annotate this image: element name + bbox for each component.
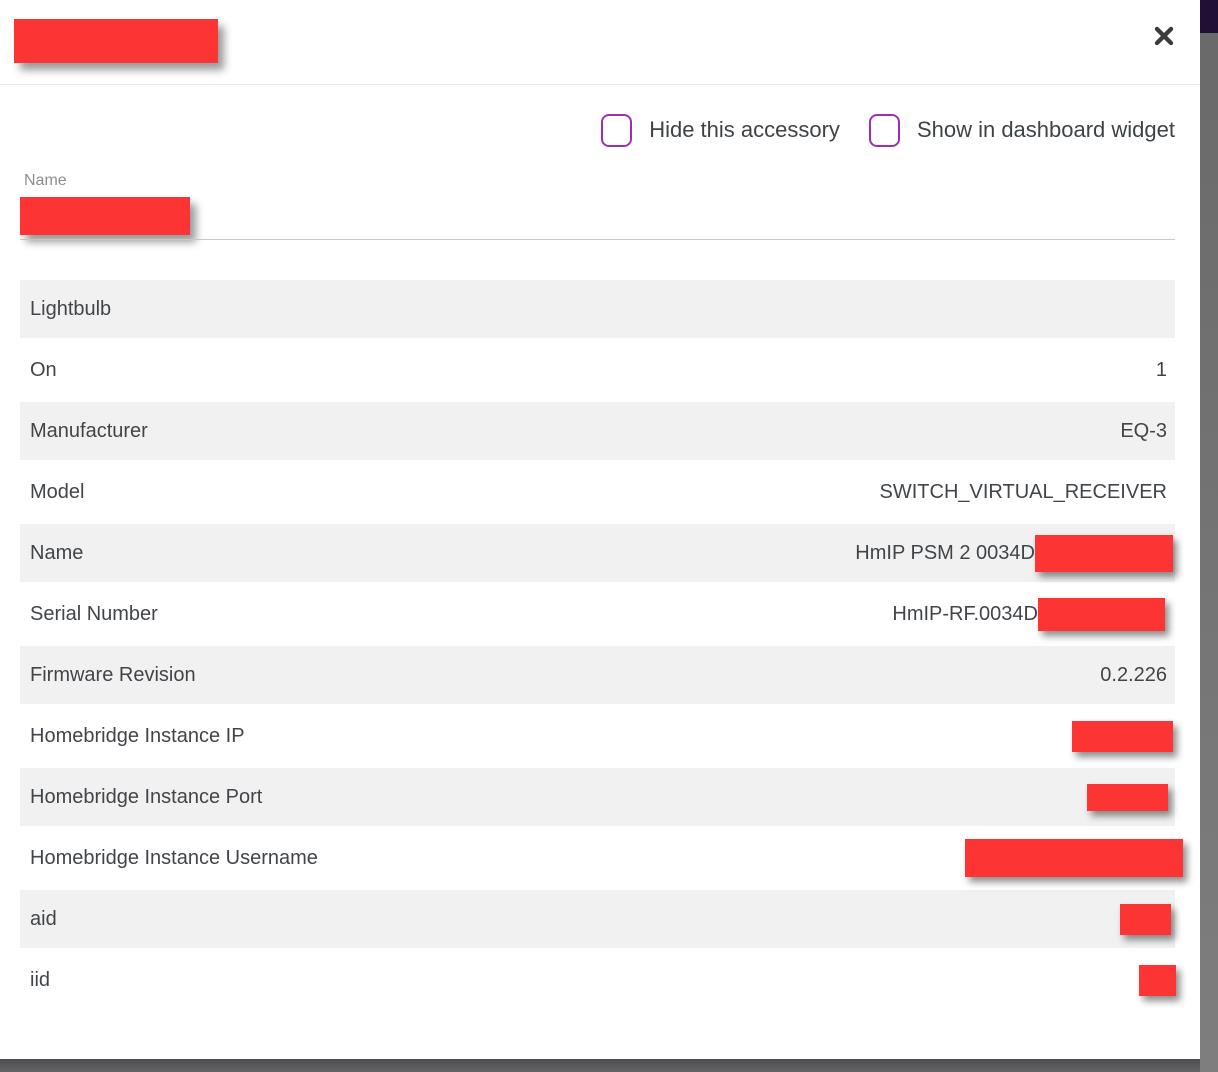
property-value-text: HmIP-RF.0034D — [892, 602, 1038, 625]
redacted-value — [1120, 903, 1171, 935]
property-label: iid — [30, 968, 51, 991]
property-label: On — [30, 358, 57, 381]
property-value: HmIP PSM 2 0034D — [83, 534, 1173, 572]
property-row-model: Model SWITCH_VIRTUAL_RECEIVER — [20, 463, 1175, 521]
redacted-value — [1087, 783, 1168, 811]
modal-title-redaction — [14, 19, 218, 63]
background-bottom-edge — [0, 1059, 1200, 1072]
property-row-serial-number: Serial Number HmIP-RF.0034D — [20, 585, 1175, 643]
property-value-text: HmIP PSM 2 0034D — [855, 541, 1035, 564]
show-dashboard-label[interactable]: Show in dashboard widget — [916, 117, 1175, 142]
property-label: Homebridge Instance Username — [30, 846, 318, 869]
accessory-options-row: Hide this accessory Show in dashboard wi… — [20, 105, 1175, 155]
property-list: Lightbulb On 1 Manufacturer EQ-3 Model S… — [20, 280, 1183, 1012]
name-field-label: Name — [24, 172, 67, 189]
property-label: Serial Number — [30, 602, 158, 625]
close-icon — [1154, 26, 1174, 46]
property-row-iid: iid — [20, 951, 1176, 1009]
property-label: Name — [30, 541, 84, 564]
close-button[interactable] — [1142, 14, 1186, 58]
background-right-edge — [1200, 0, 1218, 1072]
property-label: Model — [30, 480, 85, 503]
hide-accessory-label[interactable]: Hide this accessory — [649, 117, 840, 142]
property-label: Homebridge Instance Port — [30, 785, 263, 808]
property-value — [57, 903, 1171, 935]
property-row-name: Name HmIP PSM 2 0034D — [20, 524, 1175, 582]
property-label: Lightbulb — [30, 297, 112, 320]
property-row-lightbulb: Lightbulb — [20, 280, 1175, 338]
show-dashboard-checkbox[interactable] — [868, 113, 900, 147]
hide-accessory-checkbox[interactable] — [601, 113, 633, 147]
property-value: SWITCH_VIRTUAL_RECEIVER — [879, 480, 1167, 503]
property-row-instance-ip: Homebridge Instance IP — [20, 707, 1175, 765]
property-value — [50, 964, 1176, 996]
property-value — [262, 783, 1168, 811]
name-value-redaction — [20, 197, 190, 235]
property-label: aid — [30, 907, 57, 930]
redacted-value — [1038, 597, 1165, 631]
property-row-aid: aid — [20, 890, 1175, 948]
property-label: Manufacturer — [30, 419, 148, 442]
redacted-value — [965, 839, 1183, 877]
property-label: Homebridge Instance IP — [30, 724, 245, 747]
name-input-underline — [20, 239, 1175, 240]
redacted-value — [1139, 964, 1176, 996]
property-row-instance-port: Homebridge Instance Port — [20, 768, 1175, 826]
property-value: EQ-3 — [1120, 419, 1167, 442]
property-value — [245, 720, 1173, 752]
property-value: 0.2.226 — [1100, 663, 1167, 686]
property-row-instance-username: Homebridge Instance Username — [20, 829, 1183, 887]
property-row-manufacturer: Manufacturer EQ-3 — [20, 402, 1175, 460]
accessory-settings-modal: Hide this accessory Show in dashboard wi… — [0, 0, 1200, 1012]
property-row-on: On 1 — [20, 341, 1175, 399]
property-value: 1 — [1155, 358, 1167, 381]
redacted-value — [1035, 534, 1173, 572]
background-header-edge — [1200, 0, 1218, 33]
property-value: HmIP-RF.0034D — [158, 597, 1167, 631]
property-label: Firmware Revision — [30, 663, 196, 686]
property-row-firmware-revision: Firmware Revision 0.2.226 — [20, 646, 1175, 704]
redacted-value — [1072, 720, 1173, 752]
property-value — [318, 839, 1183, 877]
modal-header — [0, 0, 1200, 85]
